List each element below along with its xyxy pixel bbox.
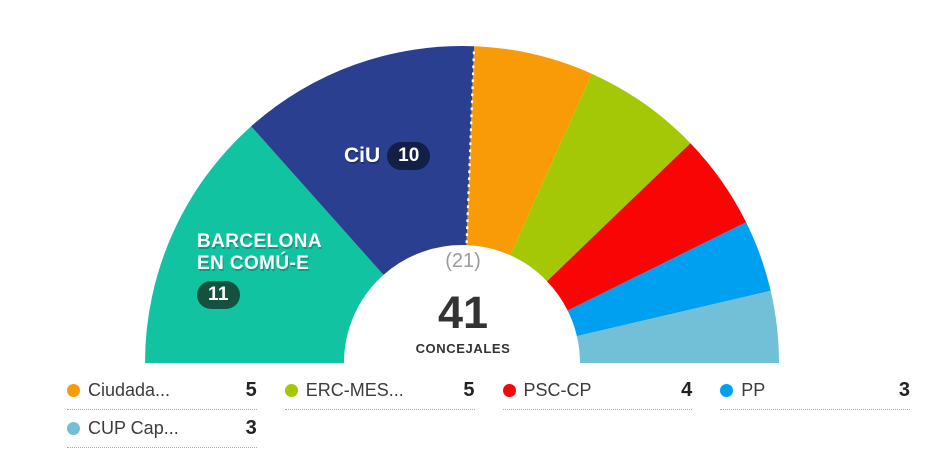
legend-seat-count: 5 xyxy=(463,379,475,401)
legend: Ciudada... 5 ERC-MES... 5 PSC-CP 4 PP 3 CUP Cap.… xyxy=(67,379,910,448)
legend-item-pp: PP 3 xyxy=(720,379,910,410)
legend-party-name: CUP Cap... xyxy=(88,418,179,438)
label-barcelona-en-comu: BARCELONA EN COMÚ-E 11 xyxy=(197,231,322,309)
legend-party-name: Ciudada... xyxy=(88,380,171,400)
legend-color-dot xyxy=(720,384,734,397)
slice-pp[interactable] xyxy=(567,222,771,337)
slice-ciudadanos[interactable] xyxy=(466,46,592,256)
legend-item-cup-cap: CUP Cap... 3 xyxy=(67,417,257,448)
legend-seat-count: 3 xyxy=(245,417,257,439)
majority-threshold-label: (21) xyxy=(445,250,481,272)
legend-party-name: ERC-MES... xyxy=(305,380,404,400)
party-name-line: EN COMÚ-E xyxy=(197,252,310,274)
legend-party-name: PP xyxy=(741,380,766,400)
legend-party-name: PSC-CP xyxy=(523,380,592,400)
total-seats-number: 41 xyxy=(437,287,489,338)
legend-color-dot xyxy=(67,384,80,397)
slice-erc-mes[interactable] xyxy=(510,73,691,282)
legend-seat-count: 3 xyxy=(898,379,910,401)
label-ciu: CiU 10 xyxy=(344,142,431,170)
slice-cup-capgirem[interactable] xyxy=(576,290,780,363)
legend-item-psc-cp: PSC-CP 4 xyxy=(502,379,693,410)
seat-badge-ciu: 10 xyxy=(387,142,431,170)
legend-item-erc-mes: ERC-MES... 5 xyxy=(284,379,475,410)
slice-psc-cp[interactable] xyxy=(547,143,747,311)
legend-item-ciudada: Ciudada... 5 xyxy=(67,379,257,410)
majority-line xyxy=(465,47,476,244)
slice-ciu[interactable] xyxy=(251,45,475,275)
legend-color-dot xyxy=(502,384,516,397)
party-name-line: BARCELONA xyxy=(197,231,322,252)
legend-color-dot xyxy=(67,422,80,435)
legend-seat-count: 5 xyxy=(245,379,257,401)
party-name-line: CiU xyxy=(344,144,381,167)
legend-seat-count: 4 xyxy=(681,379,693,401)
legend-color-dot xyxy=(284,384,298,397)
seat-badge-barcelona-en-comu: 11 xyxy=(197,281,240,309)
total-seats-caption: CONCEJALES xyxy=(415,341,511,356)
